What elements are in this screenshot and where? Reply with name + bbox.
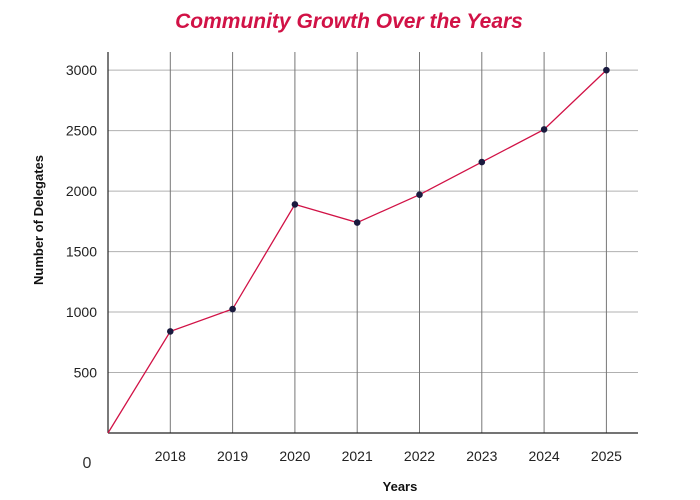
data-point: [540, 126, 548, 133]
y-tick-label: 2000: [66, 183, 97, 199]
x-tick-label: 2021: [342, 448, 373, 464]
y-tick-label: 1000: [66, 304, 97, 320]
x-tick-label: 2019: [217, 448, 248, 464]
y-axis-ticks: 500 1000 1500 2000 2500 3000: [66, 62, 97, 380]
y-tick-label: 3000: [66, 62, 97, 78]
x-tick-label: 2025: [591, 448, 622, 464]
data-points: [167, 66, 610, 335]
x-axis-label: Years: [383, 479, 418, 494]
data-point: [416, 191, 423, 199]
x-tick-label: 2018: [155, 448, 186, 464]
grid: [108, 52, 638, 433]
x-tick-label: 2024: [529, 448, 560, 464]
data-point: [478, 158, 486, 166]
x-tick-label: 2022: [404, 448, 435, 464]
y-tick-label: 1500: [66, 244, 97, 260]
y-tick-label: 2500: [66, 123, 97, 139]
x-axis-ticks: 2018 2019 2020 2021 2022 2023 2024 2025: [155, 448, 622, 464]
origin-label: 0: [83, 455, 92, 472]
data-point: [291, 201, 299, 208]
y-axis-label: Number of Delegates: [31, 155, 46, 285]
data-point: [167, 328, 174, 335]
data-point: [229, 305, 236, 313]
data-point: [353, 219, 361, 226]
y-tick-label: 500: [74, 365, 98, 381]
data-point: [603, 66, 610, 74]
axes: [107, 52, 638, 434]
x-tick-label: 2020: [279, 448, 310, 464]
chart-title: Community Growth Over the Years: [175, 10, 523, 33]
x-tick-label: 2023: [466, 448, 497, 464]
